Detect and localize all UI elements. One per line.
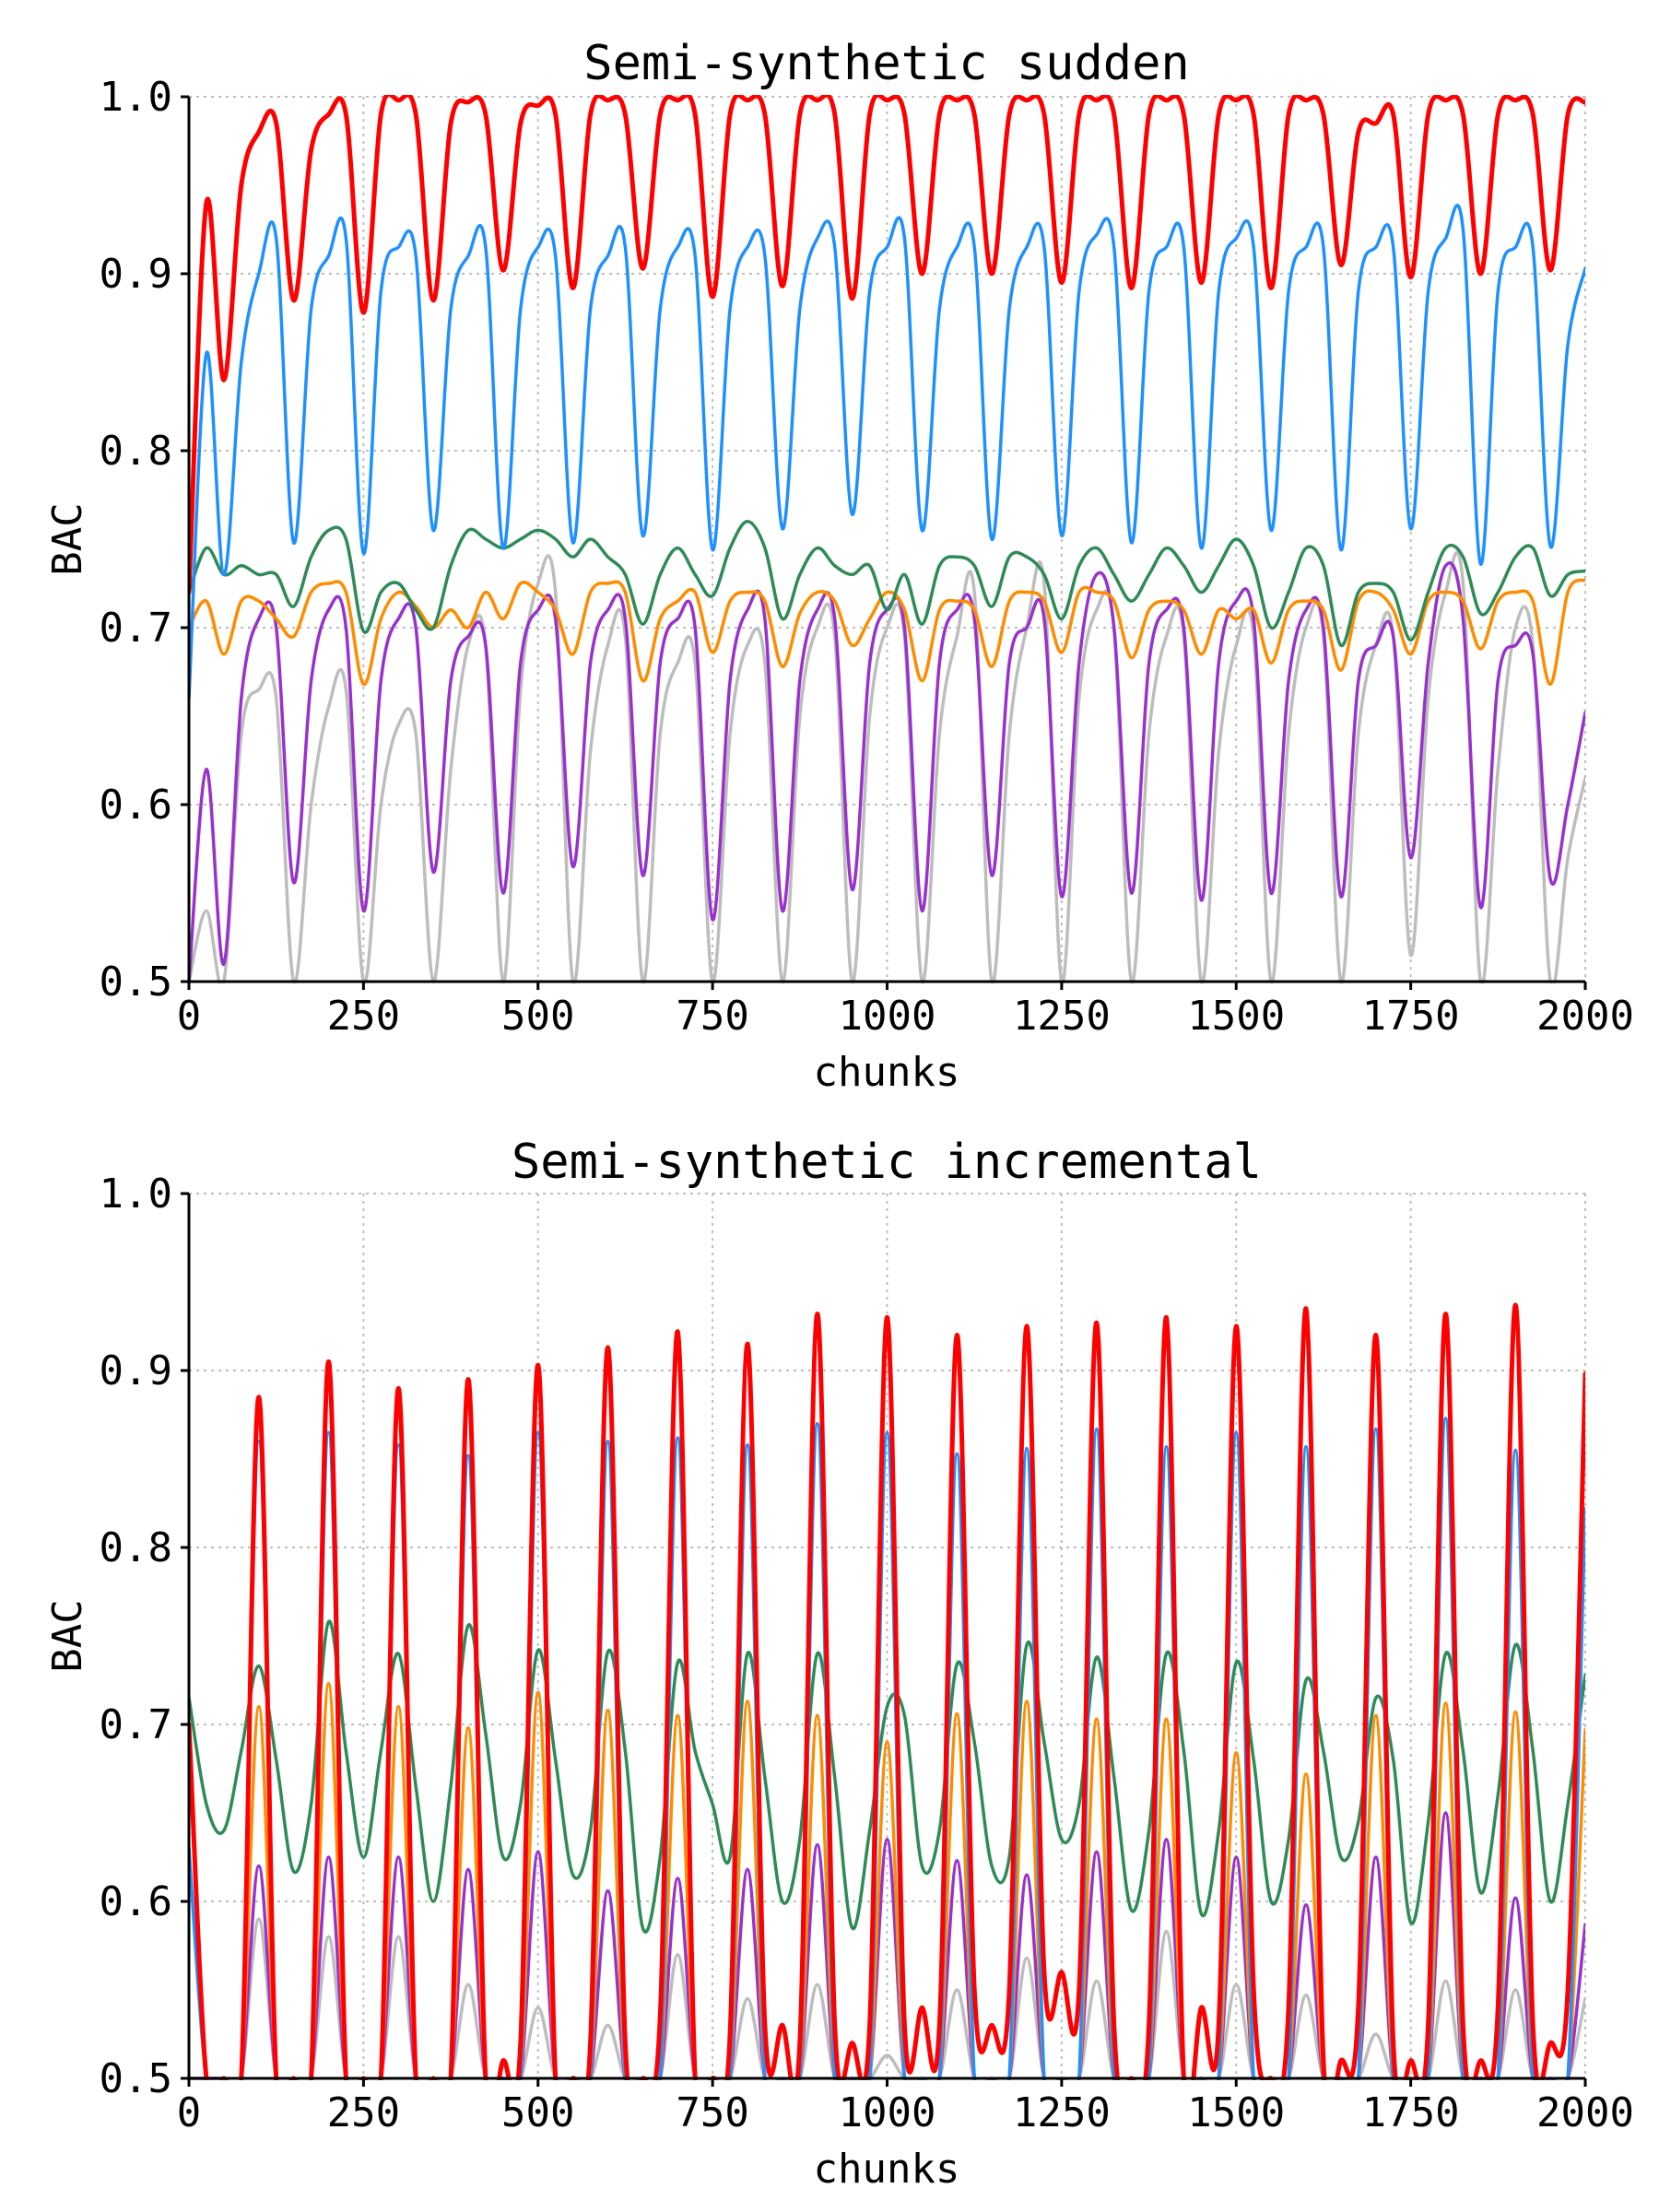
y-tick-label: 0.8 — [100, 428, 172, 475]
series-line-0 — [189, 95, 1585, 595]
x-tick-label: 1750 — [1362, 993, 1460, 1040]
x-tick-label: 1500 — [1187, 993, 1285, 1040]
x-tick-label: 500 — [501, 2089, 574, 2136]
y-tick-label: 0.7 — [100, 1701, 172, 1748]
x-tick-label: 1750 — [1362, 2089, 1460, 2136]
tick-labels: 0 250 500 750 1000 1250 1500 1750 2000 0.5 0.6 0.7 0… — [100, 74, 1634, 1040]
series-line-3 — [189, 578, 1585, 687]
series-line-2 — [189, 1619, 1585, 1934]
x-tick-label: 2000 — [1536, 993, 1634, 1040]
x-tick-label: 0 — [177, 2089, 202, 2136]
x-axis-label: chunks — [814, 1049, 960, 1096]
series-line-0 — [189, 1302, 1585, 2080]
y-tick-label: 0.6 — [100, 782, 172, 829]
y-tick-label: 0.9 — [100, 1347, 172, 1394]
x-tick-label: 250 — [327, 2089, 400, 2136]
tick-labels: 0 250 500 750 1000 1250 1500 1750 2000 0.5 0.6 0.7 0… — [100, 1171, 1634, 2136]
x-tick-label: 2000 — [1536, 2089, 1634, 2136]
y-tick-label: 1.0 — [100, 74, 172, 121]
y-axis-label: BAC — [44, 502, 91, 575]
chart-incremental: 0 250 500 750 1000 1250 1500 1750 2000 0.5 0.6 0.7 0… — [44, 1135, 1634, 2193]
axes — [181, 1192, 1587, 2087]
x-tick-label: 250 — [327, 993, 400, 1040]
x-tick-label: 750 — [676, 2089, 748, 2136]
chart-title: Semi-synthetic sudden — [583, 36, 1189, 91]
x-tick-label: 750 — [676, 993, 748, 1040]
y-tick-label: 0.5 — [100, 959, 172, 1006]
y-axis-label: BAC — [44, 1599, 91, 1672]
series-group — [189, 95, 1585, 983]
y-tick-label: 0.7 — [100, 605, 172, 652]
x-tick-label: 1000 — [839, 993, 936, 1040]
series-line-2 — [189, 520, 1585, 647]
y-tick-label: 0.6 — [100, 1878, 172, 1925]
x-tick-label: 500 — [501, 993, 574, 1040]
chart-title: Semi-synthetic incremental — [512, 1135, 1262, 1190]
y-tick-label: 1.0 — [100, 1171, 172, 1218]
y-tick-label: 0.5 — [100, 2055, 172, 2102]
x-tick-label: 1250 — [1013, 2089, 1111, 2136]
chart-sudden: 0 250 500 750 1000 1250 1500 1750 2000 0.5 0.6 0.7 0… — [44, 36, 1634, 1096]
series-line-4 — [189, 560, 1585, 983]
x-tick-label: 0 — [177, 993, 202, 1040]
y-tick-label: 0.8 — [100, 1524, 172, 1571]
axes — [181, 95, 1587, 990]
x-tick-label: 1000 — [839, 2089, 936, 2136]
series-line-1 — [189, 204, 1585, 700]
x-tick-label: 1250 — [1013, 993, 1111, 1040]
x-axis-label: chunks — [814, 2146, 960, 2193]
x-tick-label: 1500 — [1187, 2089, 1285, 2136]
y-tick-label: 0.9 — [100, 251, 172, 298]
